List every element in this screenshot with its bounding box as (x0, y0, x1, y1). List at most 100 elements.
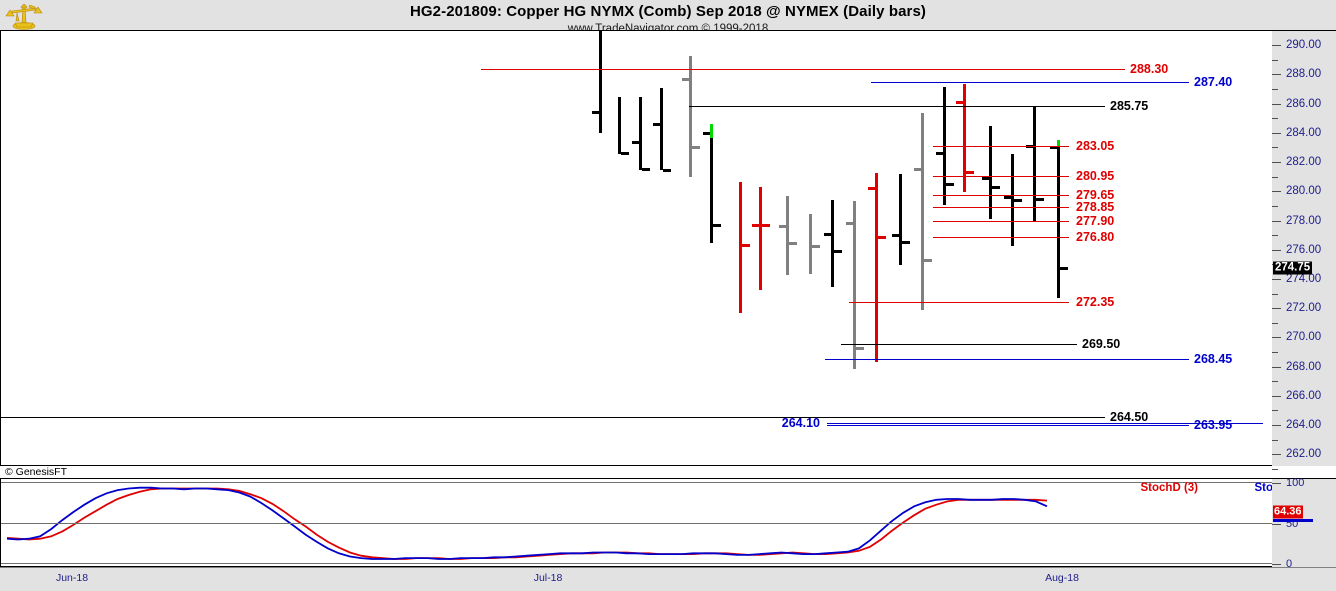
price-axis-tick-minor (1272, 322, 1278, 324)
price-axis-tick-minor (1272, 205, 1278, 207)
ohlc-bar-highlight (1057, 139, 1060, 147)
price-level-label: 264.50 (1110, 409, 1149, 424)
price-level-line[interactable] (827, 424, 1189, 426)
price-axis-tick (1272, 220, 1281, 222)
price-axis-tick (1272, 337, 1281, 339)
ohlc-close-tick (966, 171, 974, 175)
price-axis-label: 266.00 (1286, 389, 1322, 402)
price-level-line[interactable] (841, 343, 1077, 345)
ohlc-close-tick (878, 235, 886, 239)
ohlc-bar[interactable] (786, 196, 789, 276)
price-level-label: 269.50 (1082, 336, 1121, 351)
last-price-tag: 274.75 (1273, 261, 1313, 275)
price-level-line[interactable] (933, 237, 1069, 239)
ohlc-bar[interactable] (1033, 106, 1036, 221)
genesis-band (0, 466, 1272, 478)
price-level-line[interactable] (1, 416, 1105, 418)
stochastic-plot (6, 486, 1048, 560)
price-level-line[interactable] (871, 82, 1189, 84)
date-axis[interactable]: Jun-18 Jul-18 Aug-18 (0, 567, 1336, 591)
ohlc-open-tick (1050, 146, 1058, 150)
price-level-line[interactable] (849, 302, 1069, 304)
price-level-label: 279.65 (1076, 188, 1115, 203)
header-band (0, 0, 1336, 30)
price-level-label: 277.90 (1076, 213, 1115, 228)
ohlc-close-tick (856, 346, 864, 350)
ohlc-bar[interactable] (875, 173, 878, 362)
date-axis-label: Jul-18 (533, 572, 563, 584)
ohlc-bar[interactable] (1057, 139, 1060, 299)
ohlc-close-tick (812, 245, 820, 249)
ohlc-bar[interactable] (739, 182, 742, 314)
price-axis-tick (1272, 395, 1281, 397)
price-axis-tick (1272, 425, 1281, 427)
price-level-line[interactable] (933, 220, 1069, 222)
stochd-line (6, 487, 1048, 560)
price-axis-label: 270.00 (1286, 331, 1322, 344)
ohlc-close-tick (621, 151, 629, 155)
price-axis-tick-minor (1272, 439, 1278, 441)
stochastic-pane[interactable] (0, 478, 1272, 567)
ohlc-bar[interactable] (599, 31, 602, 134)
price-chart-pane[interactable] (0, 30, 1272, 466)
ohlc-close-tick (1014, 199, 1022, 203)
price-axis-label: 284.00 (1286, 126, 1322, 139)
price-level-line[interactable] (827, 422, 1263, 424)
price-level-line[interactable] (933, 195, 1069, 197)
price-level-line[interactable] (825, 359, 1189, 361)
price-axis[interactable]: 290.00 288.00 286.00 284.00 282.00 280.00 278.… (1272, 30, 1336, 470)
price-level-label: 276.80 (1076, 230, 1115, 245)
price-axis-label: 276.00 (1286, 243, 1322, 256)
price-level-line[interactable] (933, 176, 1069, 178)
price-level-line[interactable] (933, 145, 1069, 147)
ohlc-bar[interactable] (899, 174, 902, 265)
ohlc-bar[interactable] (963, 84, 966, 192)
ohlc-open-tick (892, 234, 900, 238)
ohlc-bar[interactable] (809, 213, 812, 274)
ohlc-open-tick (824, 233, 832, 237)
ohlc-bar[interactable] (1011, 153, 1014, 246)
price-axis-tick (1272, 191, 1281, 193)
ohlc-close-tick (1036, 197, 1044, 201)
ohlc-bar[interactable] (618, 96, 621, 154)
stochastic-gridline (1, 482, 1272, 483)
price-level-label: 263.95 (1194, 417, 1233, 432)
date-axis-label: Aug-18 (1045, 572, 1079, 584)
ohlc-bar[interactable] (921, 112, 924, 311)
ohlc-bar[interactable] (660, 87, 663, 170)
price-axis-tick-minor (1272, 176, 1278, 178)
ohlc-bar[interactable] (710, 123, 713, 243)
ohlc-close-tick (789, 242, 797, 246)
ohlc-bar[interactable] (943, 86, 946, 205)
ohlc-close-tick (692, 145, 700, 149)
ohlc-close-tick (742, 244, 750, 248)
ohlc-bar[interactable] (989, 125, 992, 220)
ohlc-open-tick (982, 177, 990, 181)
ohlc-bar[interactable] (759, 186, 762, 291)
price-axis-tick (1272, 454, 1281, 456)
stochastic-gridline (1, 522, 1272, 524)
price-axis-tick-minor (1272, 59, 1278, 61)
ohlc-close-tick (762, 223, 770, 227)
ohlc-bar[interactable] (639, 97, 642, 170)
price-axis-label: 272.00 (1286, 302, 1322, 315)
price-axis-tick (1272, 308, 1281, 310)
ohlc-bar[interactable] (831, 199, 834, 287)
price-axis-label: 286.00 (1286, 97, 1322, 110)
price-level-label: 280.95 (1076, 169, 1115, 184)
ohlc-close-tick (713, 223, 721, 227)
price-axis-tick (1272, 132, 1281, 134)
date-axis-label: Jun-18 (55, 572, 89, 584)
ohlc-open-tick (682, 77, 690, 81)
stochastic-axis-label: 100 (1286, 477, 1305, 489)
ohlc-bar[interactable] (689, 55, 692, 178)
price-axis-label: 290.00 (1286, 39, 1322, 52)
price-level-line[interactable] (481, 68, 1125, 70)
ohlc-open-tick (752, 223, 760, 227)
price-level-line[interactable] (689, 106, 1105, 108)
stochastic-axis[interactable]: 100 50 0 64.36 (1272, 477, 1336, 570)
ohlc-bar[interactable] (853, 201, 856, 369)
price-axis-tick (1272, 103, 1281, 105)
price-level-line[interactable] (933, 207, 1069, 209)
